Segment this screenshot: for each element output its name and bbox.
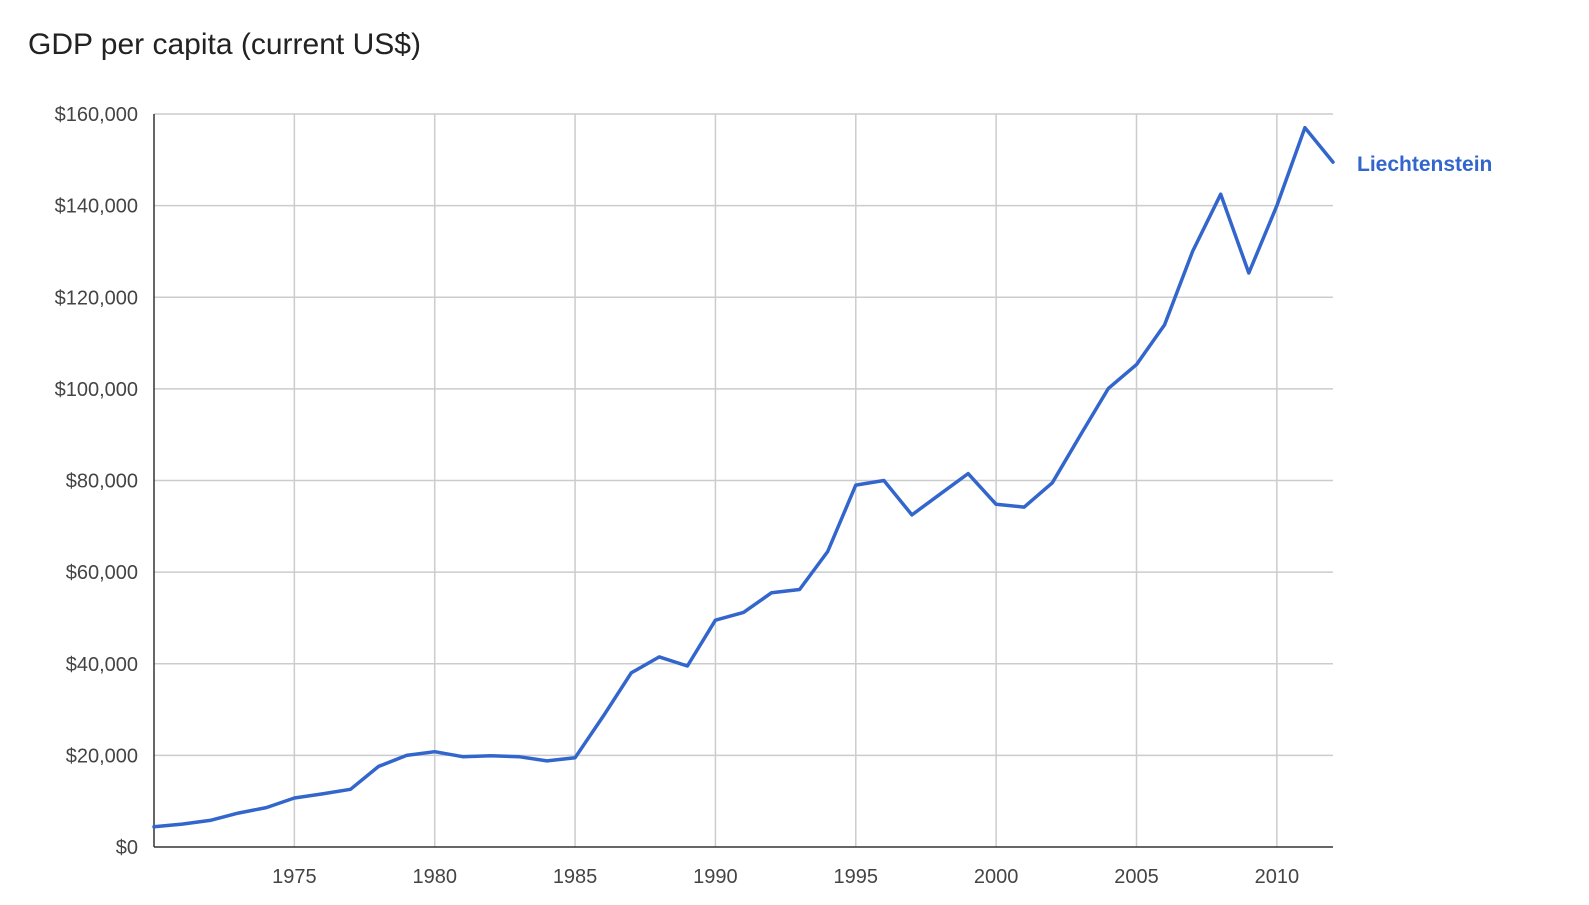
data-point[interactable] <box>402 750 412 760</box>
legend: Liechtenstein <box>1357 153 1492 176</box>
y-tick-label: $0 <box>116 837 138 859</box>
y-tick-label: $160,000 <box>55 104 138 126</box>
data-point[interactable] <box>1272 201 1282 211</box>
y-tick-label: $20,000 <box>66 745 138 767</box>
data-point[interactable] <box>233 808 243 818</box>
axes <box>153 114 1333 848</box>
gridlines <box>154 113 1333 847</box>
x-tick-label: 1990 <box>693 866 738 888</box>
data-point[interactable] <box>374 761 384 771</box>
data-point[interactable] <box>289 793 299 803</box>
data-point[interactable] <box>710 615 720 625</box>
series-line-liechtenstein[interactable] <box>152 125 1335 829</box>
data-point[interactable] <box>1047 478 1057 488</box>
data-point[interactable] <box>626 668 636 678</box>
data-point[interactable] <box>317 789 327 799</box>
data-point[interactable] <box>991 499 1001 509</box>
data-point[interactable] <box>907 510 917 520</box>
series-lines <box>149 123 1338 832</box>
data-point[interactable] <box>149 822 159 832</box>
data-point[interactable] <box>1019 502 1029 512</box>
data-point[interactable] <box>486 751 496 761</box>
chart-title: GDP per capita (current US$) <box>28 28 421 61</box>
data-point[interactable] <box>1216 189 1226 199</box>
x-tick-label: 1975 <box>272 866 317 888</box>
y-tick-label: $140,000 <box>55 196 138 218</box>
x-tick-label: 2000 <box>974 866 1019 888</box>
data-point[interactable] <box>177 819 187 829</box>
y-tick-label: $40,000 <box>66 654 138 676</box>
data-point[interactable] <box>458 752 468 762</box>
x-tick-label: 1995 <box>834 866 879 888</box>
x-axis-tick-labels: 1975 1980 1985 1990 1995 2000 2005 2010 <box>272 866 1299 888</box>
data-point[interactable] <box>1300 123 1310 133</box>
x-tick-label: 2005 <box>1114 866 1159 888</box>
data-point[interactable] <box>430 747 440 757</box>
data-point[interactable] <box>682 661 692 671</box>
y-tick-label: $60,000 <box>66 562 138 584</box>
data-point[interactable] <box>1103 383 1113 393</box>
x-tick-label: 1985 <box>553 866 598 888</box>
data-point[interactable] <box>795 585 805 595</box>
data-point[interactable] <box>654 652 664 662</box>
data-point[interactable] <box>598 711 608 721</box>
y-axis-tick-labels: $0 $20,000 $40,000 $60,000 $80,000 $100,000 $1… <box>55 104 138 859</box>
y-tick-label: $80,000 <box>66 471 138 493</box>
data-point[interactable] <box>514 752 524 762</box>
data-point[interactable] <box>1244 268 1254 278</box>
data-point[interactable] <box>1328 157 1338 167</box>
data-point[interactable] <box>851 480 861 490</box>
data-point[interactable] <box>542 756 552 766</box>
data-point[interactable] <box>346 784 356 794</box>
data-point[interactable] <box>739 607 749 617</box>
y-tick-label: $100,000 <box>55 379 138 401</box>
data-point[interactable] <box>1132 360 1142 370</box>
data-point[interactable] <box>1075 430 1085 440</box>
data-point[interactable] <box>570 753 580 763</box>
x-tick-label: 2010 <box>1255 866 1300 888</box>
data-point[interactable] <box>767 588 777 598</box>
data-point[interactable] <box>963 469 973 479</box>
data-point[interactable] <box>879 476 889 486</box>
data-point[interactable] <box>935 489 945 499</box>
y-tick-label: $120,000 <box>55 287 138 309</box>
data-point[interactable] <box>261 803 271 813</box>
data-point[interactable] <box>1160 320 1170 330</box>
x-tick-label: 1980 <box>412 866 457 888</box>
data-point[interactable] <box>1188 246 1198 256</box>
legend-label: Liechtenstein <box>1357 153 1492 176</box>
data-point[interactable] <box>205 815 215 825</box>
data-point[interactable] <box>823 547 833 557</box>
